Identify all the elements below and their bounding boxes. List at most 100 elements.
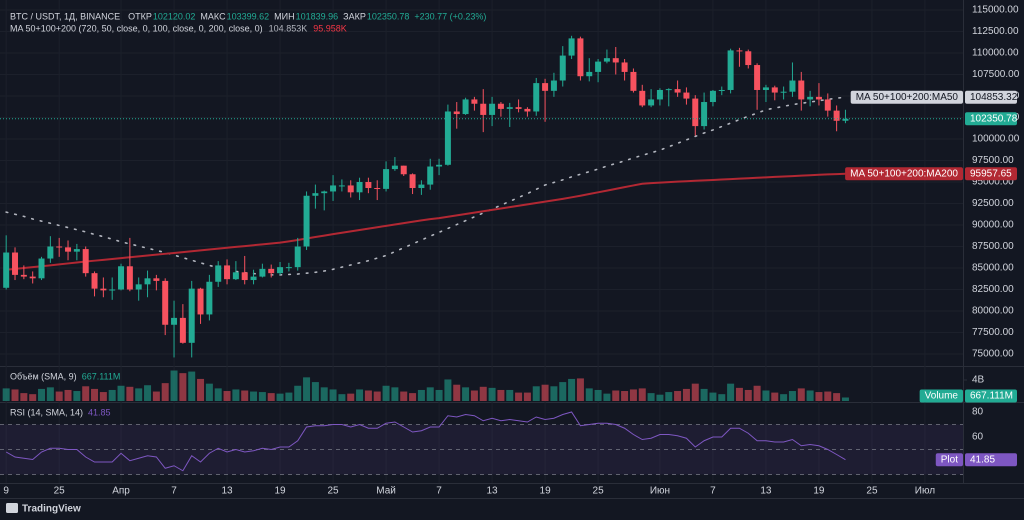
y-tick-label: 100000.00 bbox=[972, 134, 1020, 145]
x-tick-label: Июл bbox=[915, 486, 935, 497]
price-tag bbox=[965, 389, 1017, 403]
ohlc-label: ОТКР bbox=[128, 11, 152, 21]
price-tag bbox=[965, 167, 1017, 181]
tradingview-logo[interactable]: TradingView bbox=[6, 503, 81, 515]
volume-bar bbox=[727, 383, 735, 401]
candle-body bbox=[277, 267, 284, 274]
candle-body bbox=[550, 80, 557, 91]
y-tick-label: 87500.00 bbox=[972, 241, 1014, 252]
candle-body bbox=[542, 83, 549, 91]
volume-bar bbox=[559, 382, 567, 401]
rsi-line bbox=[5, 411, 846, 472]
volume-bar bbox=[241, 390, 249, 401]
y-tick-label: 4B bbox=[972, 375, 985, 386]
volume-bar bbox=[771, 392, 779, 401]
volume-bar bbox=[214, 388, 222, 401]
volume-bar bbox=[232, 389, 240, 401]
candle-body bbox=[665, 89, 672, 91]
volume-bar bbox=[824, 391, 832, 401]
candle-body bbox=[312, 193, 319, 196]
volume-bar bbox=[550, 386, 558, 401]
candle-body bbox=[595, 61, 602, 72]
rsi-value: 41.85 bbox=[88, 407, 111, 417]
candle-body bbox=[356, 182, 363, 193]
candle-body bbox=[383, 169, 390, 189]
candle-body bbox=[82, 249, 89, 274]
ohlc-value: 102350.78 bbox=[367, 11, 410, 21]
price-tag-label: 95957.65 bbox=[970, 168, 1012, 179]
volume-bar bbox=[709, 392, 717, 401]
candle-body bbox=[648, 99, 655, 106]
candle-body bbox=[701, 102, 708, 127]
candle-body bbox=[365, 182, 372, 189]
volume-bar bbox=[470, 390, 478, 401]
volume-bar bbox=[409, 393, 417, 401]
x-tick-label: 9 bbox=[3, 486, 9, 497]
y-tick-label: 92500.00 bbox=[972, 198, 1014, 209]
volume-bar bbox=[46, 387, 54, 401]
candle-body bbox=[374, 188, 381, 190]
ohlc-label: ЗАКР bbox=[343, 11, 366, 21]
logo-icon bbox=[6, 503, 18, 513]
volume-bar bbox=[453, 384, 461, 401]
volume-bar bbox=[356, 389, 364, 401]
volume-bar bbox=[258, 392, 266, 401]
candle-body bbox=[612, 58, 619, 63]
candle-body bbox=[144, 278, 151, 285]
volume-bar bbox=[108, 389, 116, 401]
x-tick-label: Апр bbox=[112, 486, 130, 497]
ohlc-label: МАКС bbox=[200, 11, 226, 21]
candle-body bbox=[603, 58, 610, 62]
volume-bar bbox=[541, 384, 549, 401]
y-tick-label: 77500.00 bbox=[972, 327, 1014, 338]
price-tag-label: 104853.32 bbox=[970, 92, 1018, 103]
candle-body bbox=[656, 89, 663, 100]
candle-body bbox=[692, 98, 699, 127]
candle-body bbox=[621, 62, 628, 72]
volume-bar bbox=[656, 394, 664, 401]
candle-body bbox=[400, 165, 407, 175]
x-tick-label: 25 bbox=[327, 486, 339, 497]
volume-bar bbox=[179, 373, 187, 401]
candle-body bbox=[285, 267, 292, 269]
candle-body bbox=[789, 80, 796, 92]
indicator-value: 95.958K bbox=[313, 23, 347, 33]
candle-body bbox=[38, 258, 45, 279]
candle-body bbox=[418, 184, 425, 189]
x-tick-label: 19 bbox=[274, 486, 286, 497]
x-tick-label: 25 bbox=[593, 486, 605, 497]
volume-bar bbox=[497, 389, 505, 401]
rsi-title: RSI (14, SMA, 14) bbox=[10, 407, 83, 417]
price-tag-label: 667.111M bbox=[970, 391, 1013, 402]
volume-bar bbox=[294, 385, 302, 401]
y-tick-label: 80 bbox=[972, 407, 984, 418]
candle-body bbox=[338, 185, 345, 187]
candle-body bbox=[745, 51, 752, 66]
volume-bar bbox=[744, 389, 752, 401]
candle-body bbox=[577, 38, 584, 77]
candle-body bbox=[568, 38, 575, 56]
price-change: +230.77 (+0.23%) bbox=[414, 11, 486, 21]
chart-title: BTC / USDT, 1Д, BINANCE bbox=[10, 11, 120, 21]
candle-body bbox=[780, 91, 787, 93]
volume-bar bbox=[135, 388, 143, 401]
candle-body bbox=[126, 266, 133, 290]
volume-bar bbox=[788, 391, 796, 401]
candle-body bbox=[303, 195, 310, 247]
volume-bar bbox=[144, 385, 152, 401]
volume-bar bbox=[117, 385, 125, 401]
candle-body bbox=[224, 265, 231, 280]
candle-body bbox=[815, 96, 822, 100]
indicator-name: MA 50+100+200 (720, 50, close, 0, 100, c… bbox=[10, 23, 263, 33]
volume-bar bbox=[364, 390, 372, 401]
candle-body bbox=[47, 246, 54, 259]
candle-body bbox=[330, 185, 337, 192]
ohlc-value: 103399.62 bbox=[227, 11, 270, 21]
volume-bar bbox=[311, 382, 319, 401]
indicator-value: 104.853K bbox=[269, 23, 308, 33]
volume-bar bbox=[603, 393, 611, 401]
candle-body bbox=[444, 111, 451, 165]
volume-bar bbox=[718, 394, 726, 401]
y-tick-label: 107500.00 bbox=[972, 69, 1020, 80]
